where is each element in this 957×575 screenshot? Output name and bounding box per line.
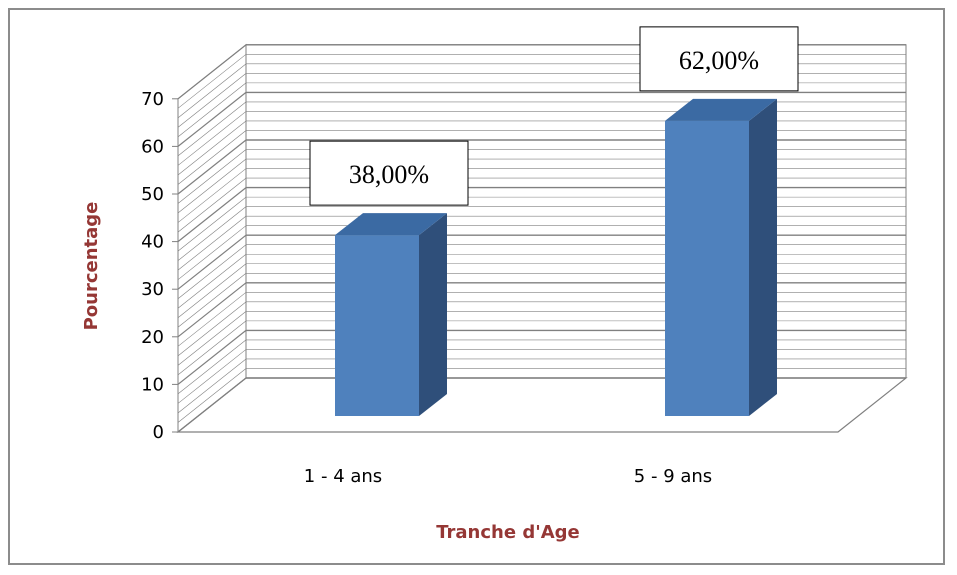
side-gridline — [177, 273, 247, 328]
side-gridline — [177, 101, 247, 157]
chart-gridlines — [177, 44, 906, 433]
y-tick-label: 60 — [141, 136, 164, 157]
x-axis-title: Tranche d'Age — [436, 522, 580, 543]
data-label-box — [309, 140, 469, 206]
side-gridline — [177, 339, 247, 395]
y-tick-label: 40 — [141, 232, 164, 253]
bar-top — [335, 213, 447, 236]
data-label-box — [639, 26, 799, 92]
side-gridline — [177, 329, 247, 385]
side-gridline — [177, 215, 247, 271]
y-tick-label: 30 — [141, 279, 164, 300]
side-gridline — [177, 234, 247, 290]
side-gridline — [177, 368, 247, 423]
chart-frame — [8, 8, 945, 565]
side-gridline — [177, 349, 247, 404]
side-gridline — [177, 168, 247, 223]
y-tick-label: 70 — [141, 89, 164, 110]
side-gridline — [177, 73, 247, 128]
side-gridline — [177, 244, 247, 299]
side-gridline — [177, 225, 247, 280]
side-gridline — [177, 111, 247, 166]
side-gridline — [177, 292, 247, 347]
y-tick-label: 10 — [141, 374, 164, 395]
bar-side — [749, 98, 777, 416]
y-tick-label: 20 — [141, 327, 164, 348]
side-gridline — [177, 187, 247, 243]
side-gridline — [177, 177, 247, 233]
y-tick-label: 0 — [153, 422, 164, 443]
side-gridline — [177, 149, 247, 204]
y-axis-ticks: 0 10 20 30 40 50 60 70 — [141, 89, 179, 443]
side-gridline — [177, 301, 247, 357]
data-labels: 38,00% 62,00% — [309, 26, 799, 206]
bar-top — [665, 98, 777, 121]
bar — [335, 235, 419, 416]
side-gridline — [177, 358, 247, 414]
side-gridline — [177, 282, 247, 338]
side-gridline — [177, 82, 247, 138]
x-category-label: 1 - 4 ans — [304, 466, 382, 487]
side-gridline — [177, 263, 247, 318]
data-label: 38,00% — [349, 160, 429, 189]
chart-bars — [335, 98, 777, 416]
side-gridline — [177, 311, 247, 366]
side-gridline — [177, 254, 247, 309]
data-label: 62,00% — [679, 46, 759, 75]
side-gridline — [177, 139, 247, 195]
side-gridline — [177, 130, 247, 185]
side-gridline — [177, 44, 247, 100]
side-gridline — [177, 54, 247, 109]
side-gridline — [177, 206, 247, 261]
side-gridline — [177, 196, 247, 252]
side-gridline — [177, 320, 247, 376]
side-wall — [177, 43, 247, 434]
bar — [665, 120, 749, 416]
chart-walls — [176, 43, 908, 434]
x-axis-categories: 1 - 4 ans 5 - 9 ans — [304, 466, 712, 487]
side-gridline — [177, 158, 247, 214]
side-gridline — [177, 377, 247, 433]
x-category-label: 5 - 9 ans — [634, 466, 712, 487]
side-gridline — [177, 120, 247, 176]
bar-side — [419, 213, 447, 416]
side-gridline — [177, 91, 247, 147]
y-tick-label: 50 — [141, 184, 164, 205]
floor — [176, 377, 908, 433]
y-axis-title: Pourcentage — [81, 202, 102, 331]
side-gridline — [177, 63, 247, 119]
